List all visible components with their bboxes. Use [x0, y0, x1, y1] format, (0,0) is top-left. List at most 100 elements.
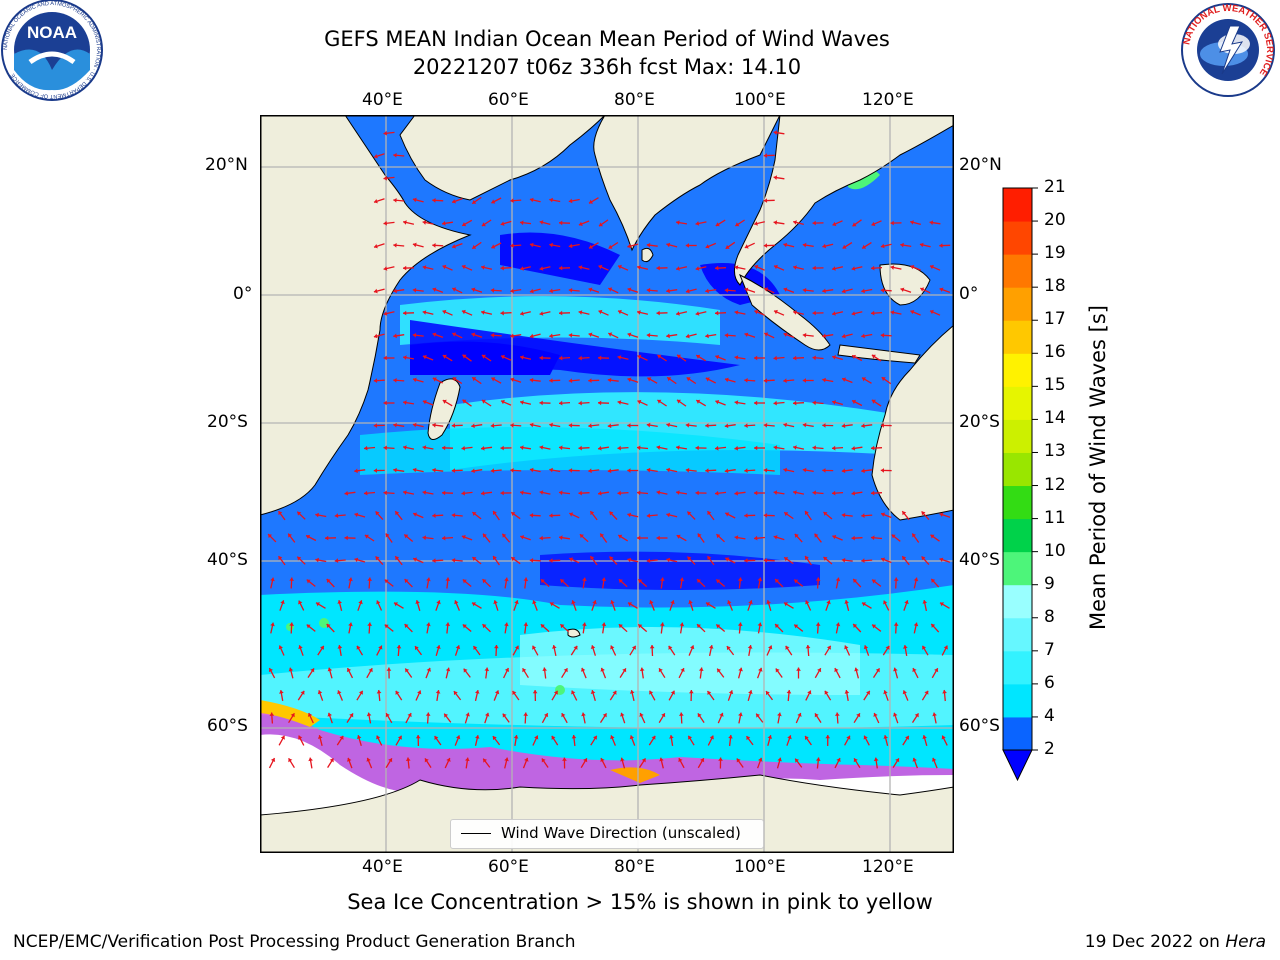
wave-direction-arrowhead	[686, 377, 691, 382]
wave-direction-arrowhead	[832, 221, 837, 227]
wave-direction-arrowhead	[880, 243, 885, 249]
colorbar-tick-label: 18	[1044, 276, 1066, 297]
wave-direction-arrowhead	[442, 535, 446, 541]
wave-direction-arrowhead	[638, 579, 643, 584]
wave-direction-arrowhead	[348, 577, 353, 582]
wave-direction-arrowhead	[861, 558, 865, 563]
wave-direction-arrowhead	[677, 354, 681, 359]
wave-direction-arrowhead	[794, 624, 799, 629]
wave-direction-arrowhead	[442, 490, 446, 496]
wave-direction-arrowhead	[832, 490, 836, 496]
wave-direction-arrowhead	[861, 423, 865, 429]
wave-direction-arrowhead	[724, 423, 729, 429]
wave-direction-arrowhead	[326, 624, 331, 628]
wave-direction-arrowhead	[432, 377, 437, 382]
wave-direction-arrowhead	[747, 645, 753, 649]
wave-direction-arrowhead	[483, 533, 487, 538]
wave-direction-arrowhead	[471, 468, 475, 474]
colorbar-label-text: Mean Period of Wind Waves [s]	[1086, 305, 1110, 630]
wave-direction-arrowhead	[600, 533, 605, 538]
wave-direction-arrowhead	[588, 468, 592, 474]
wave-direction-arrowhead	[481, 222, 486, 227]
wave-direction-arrowhead	[327, 712, 332, 717]
wave-direction-arrowhead	[666, 557, 671, 563]
wave-direction-arrowhead	[374, 154, 378, 159]
wave-direction-arrowhead	[825, 735, 831, 739]
wave-direction-arrowhead	[560, 624, 565, 629]
wave-direction-arrowhead	[622, 668, 627, 673]
wave-direction-arrowhead	[696, 354, 701, 359]
wave-direction-arrowhead	[539, 266, 544, 271]
wave-direction-arrowhead	[461, 490, 465, 496]
wave-direction-arrowhead	[490, 288, 495, 293]
wave-direction-arrowhead	[571, 600, 576, 605]
wave-direction-arrowhead	[569, 557, 574, 562]
colorbar-tick-label: 8	[1044, 606, 1055, 627]
wave-direction-arrowhead	[903, 645, 908, 649]
wave-direction-arrowhead	[523, 577, 529, 582]
lon-label-top-60e: 60°E	[488, 90, 529, 110]
wave-direction-arrowhead	[854, 667, 859, 672]
wave-direction-arrowhead	[698, 667, 704, 671]
wave-direction-arrowhead	[396, 645, 402, 649]
wave-direction-arrowhead	[696, 399, 701, 404]
wave-direction-arrowhead	[912, 757, 917, 762]
wave-direction-arrowhead	[895, 758, 900, 763]
wave-direction-arrowhead	[268, 534, 272, 539]
wave-direction-arrowhead	[607, 468, 612, 474]
wave-direction-arrowhead	[853, 579, 858, 583]
wave-direction-arrowhead	[475, 690, 480, 694]
wave-direction-arrowhead	[280, 600, 285, 605]
wave-direction-arrowhead	[627, 423, 631, 428]
wave-direction-arrowhead	[608, 332, 613, 337]
colorbar	[1000, 185, 1080, 785]
lat-label-right-0: 0°	[959, 284, 979, 304]
wave-direction-arrowhead	[367, 577, 372, 581]
wave-direction-arrowhead	[930, 264, 934, 270]
wave-direction-arrowhead	[432, 558, 436, 563]
wave-direction-arrowhead	[451, 423, 456, 428]
wave-direction-arrowhead	[436, 645, 441, 649]
wave-direction-arrowhead	[504, 668, 510, 672]
wave-direction-arrowhead	[763, 153, 768, 158]
lat-label-right-60s: 60°S	[959, 716, 1000, 736]
wave-direction-arrowhead	[757, 622, 763, 627]
wave-direction-arrowhead	[851, 535, 855, 541]
wave-direction-arrowhead	[462, 222, 467, 227]
wave-direction-arrowhead	[773, 535, 778, 540]
wave-direction-arrowhead	[375, 511, 380, 516]
wave-direction-arrowhead	[929, 220, 934, 225]
wave-direction-arrowhead	[705, 288, 709, 294]
wave-direction-arrowhead	[812, 400, 816, 406]
wave-direction-arrowhead	[812, 310, 816, 316]
wave-direction-arrowhead	[442, 354, 447, 359]
wave-direction-arrowhead	[552, 645, 557, 649]
wave-direction-arrowhead	[307, 713, 313, 717]
wave-direction-arrowhead	[590, 511, 595, 516]
wave-direction-arrowhead	[802, 467, 807, 473]
wave-direction-arrowhead	[432, 422, 436, 428]
wave-direction-arrowhead	[802, 422, 807, 428]
noaa-logo: NOAA NATIONAL OCEANIC AND ATMOSPHERIC AD…	[0, 0, 105, 105]
wave-direction-arrowhead	[368, 668, 373, 673]
wave-direction-arrowhead	[354, 468, 358, 474]
wave-direction-arrowhead	[777, 712, 782, 717]
wave-direction-arrowhead	[529, 197, 534, 203]
wave-direction-arrowhead	[364, 445, 368, 451]
wave-direction-arrowhead	[600, 758, 605, 762]
wave-direction-arrowhead	[288, 533, 292, 538]
wave-direction-arrowhead	[754, 490, 758, 496]
wave-direction-arrowhead	[797, 713, 802, 717]
wave-direction-arrowhead	[348, 622, 353, 627]
wave-direction-arrowhead	[407, 713, 412, 718]
wave-direction-arrowhead	[934, 668, 939, 673]
wave-direction-arrowhead	[374, 244, 378, 249]
wave-direction-arrowhead	[734, 265, 739, 270]
wave-direction-arrowhead	[715, 445, 719, 451]
wave-direction-arrowhead	[325, 535, 329, 541]
kerguelen-land	[567, 628, 581, 638]
colorbar-cell	[1003, 650, 1032, 685]
wave-direction-arrowhead	[268, 668, 273, 673]
wave-direction-arrowhead	[598, 264, 603, 270]
wave-direction-arrowhead	[484, 667, 490, 672]
